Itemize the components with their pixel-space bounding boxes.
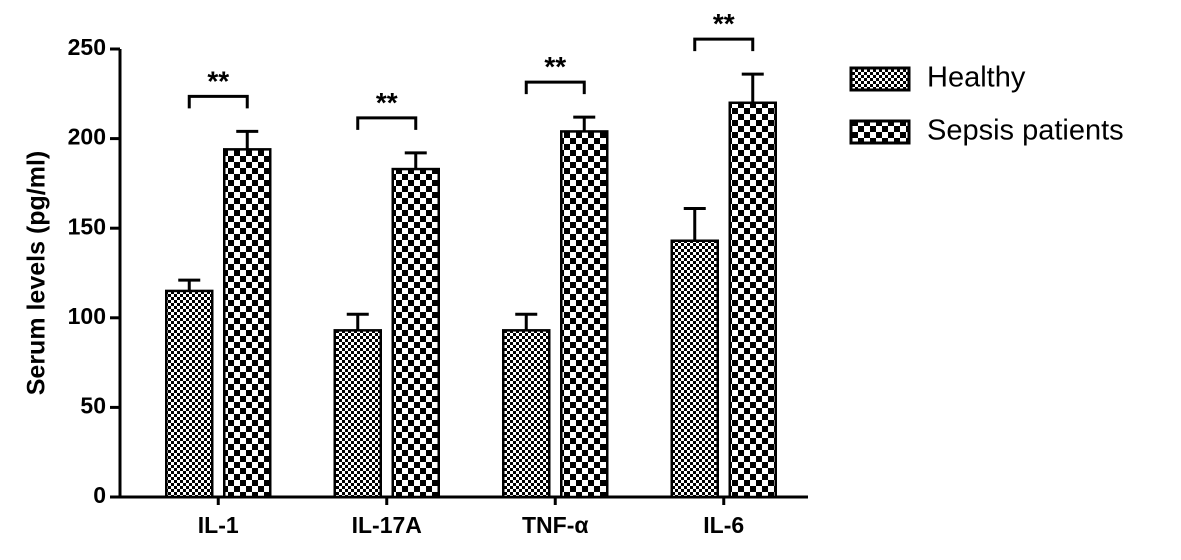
bar [670,239,719,499]
bar [333,329,382,499]
y-tick-label: 250 [68,34,106,60]
y-tick-label: 150 [68,213,106,239]
legend-label: Healthy [927,62,1026,94]
x-tick-label: TNF-α [522,512,589,538]
bar [728,101,777,499]
x-tick-label: IL-6 [703,512,744,538]
x-tick-label: IL-1 [198,512,239,538]
significance-bracket [524,80,586,95]
x-tick-label: IL-17A [352,512,422,538]
legend-label: Sepsis patients [927,115,1124,147]
bar [502,329,551,499]
y-tick-label: 100 [68,303,106,329]
significance-label: ** [376,87,398,118]
bar [560,130,609,499]
y-tick-label: 0 [93,482,106,508]
significance-label: ** [207,65,229,96]
significance-bracket [356,116,418,130]
legend-swatch [849,66,911,92]
significance-bracket [693,37,755,52]
significance-bracket [187,94,249,109]
bar [223,148,272,499]
bar [391,167,440,499]
bar [165,289,214,499]
significance-label: ** [713,8,735,39]
y-axis-label: Serum levels (pg/ml) [23,151,51,396]
legend-swatch [849,119,911,145]
y-tick-label: 50 [80,392,106,418]
y-tick-label: 200 [68,124,106,150]
significance-label: ** [544,51,566,82]
